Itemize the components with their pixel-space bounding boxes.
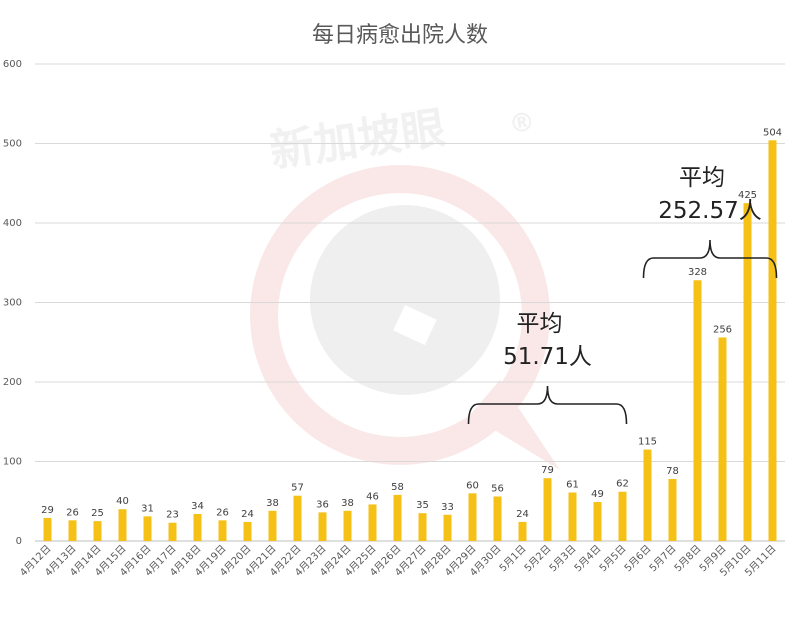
annotation-average-value: 252.57人 <box>658 198 761 224</box>
bar <box>543 478 552 541</box>
annotation-brace <box>467 385 628 425</box>
annotation-brace <box>642 239 778 279</box>
bar <box>418 513 427 541</box>
data-label: 38 <box>341 498 354 509</box>
bar <box>118 509 127 541</box>
bar <box>593 502 602 541</box>
x-axis: 4月12日4月13日4月14日4月15日4月16日4月17日4月18日4月19日… <box>17 543 778 579</box>
x-tick-label: 5月2日 <box>522 543 554 575</box>
data-label: 24 <box>241 509 254 520</box>
bar <box>343 510 352 541</box>
annotation-average-label: 平均 <box>679 165 725 191</box>
y-tick-label: 100 <box>3 457 22 468</box>
data-label: 24 <box>516 509 529 520</box>
data-label: 115 <box>638 437 657 448</box>
data-label: 38 <box>266 498 279 509</box>
data-label: 78 <box>666 466 679 477</box>
data-label: 49 <box>591 489 604 500</box>
data-label: 58 <box>391 482 404 493</box>
data-label: 26 <box>216 507 229 518</box>
bars <box>43 140 777 541</box>
data-label: 46 <box>366 491 379 502</box>
annotation-average-label: 平均 <box>517 311 563 337</box>
watermark-logo: 新加坡眼 ® <box>250 102 560 470</box>
data-label: 33 <box>441 502 454 513</box>
data-label: 25 <box>91 508 104 519</box>
bar <box>168 522 177 541</box>
x-tick-label: 5月4日 <box>572 543 604 575</box>
bar <box>193 513 202 541</box>
bar <box>718 337 727 541</box>
data-label: 31 <box>141 503 154 514</box>
x-tick-label: 5月3日 <box>547 543 579 575</box>
annotation-average-value: 51.71人 <box>503 344 592 370</box>
bar <box>68 520 77 541</box>
x-tick-label: 5月8日 <box>672 543 704 575</box>
bar <box>218 520 227 541</box>
gridlines <box>35 63 785 542</box>
data-label: 56 <box>491 483 504 494</box>
x-tick-label: 5月1日 <box>497 543 529 575</box>
data-label: 34 <box>191 501 204 512</box>
bar <box>93 521 102 541</box>
bar <box>668 478 677 541</box>
data-label: 29 <box>41 505 54 516</box>
bar <box>518 521 527 541</box>
data-label: 61 <box>566 480 579 491</box>
data-label: 35 <box>416 500 429 511</box>
data-label: 504 <box>763 127 782 138</box>
y-tick-label: 0 <box>16 536 22 547</box>
bar <box>243 521 252 541</box>
y-tick-label: 600 <box>3 59 22 70</box>
bar <box>643 449 652 541</box>
bar <box>393 494 402 541</box>
data-labels: 29 26 25 40 31 23 34 26 24 38 57 36 38 46 58 35 33 60 56 24… <box>41 127 782 520</box>
data-label: 57 <box>291 483 304 494</box>
bar <box>443 514 452 541</box>
data-label: 79 <box>541 465 554 476</box>
data-label: 62 <box>616 479 629 490</box>
y-tick-label: 300 <box>3 298 22 309</box>
bar <box>143 516 152 541</box>
data-label: 60 <box>466 480 479 491</box>
bar <box>743 203 752 541</box>
bar <box>693 280 702 541</box>
bar <box>43 517 52 541</box>
x-tick-label: 5月6日 <box>622 543 654 575</box>
bar <box>368 504 377 541</box>
bar <box>568 492 577 541</box>
y-axis: 0 100 200 300 400 500 600 <box>3 59 22 547</box>
y-tick-label: 400 <box>3 218 22 229</box>
data-label: 26 <box>66 507 79 518</box>
data-label: 36 <box>316 499 329 510</box>
bar <box>768 140 777 541</box>
bar <box>618 491 627 541</box>
watermark-text: 新加坡眼 <box>267 102 448 177</box>
data-label: 328 <box>688 267 707 278</box>
y-tick-label: 200 <box>3 377 22 388</box>
data-label: 23 <box>166 510 179 521</box>
x-tick-label: 5月5日 <box>597 543 629 575</box>
data-label: 40 <box>116 496 129 507</box>
x-tick-label: 5月7日 <box>647 543 679 575</box>
data-label: 425 <box>738 190 757 201</box>
y-tick-label: 500 <box>3 139 22 150</box>
chart-title: 每日病愈出院人数 <box>312 23 488 48</box>
bar <box>318 512 327 541</box>
bar <box>468 493 477 541</box>
watermark-mark: ® <box>507 107 537 140</box>
bar <box>493 496 502 541</box>
bar <box>293 495 302 541</box>
data-label: 256 <box>713 324 732 335</box>
bar <box>268 510 277 541</box>
